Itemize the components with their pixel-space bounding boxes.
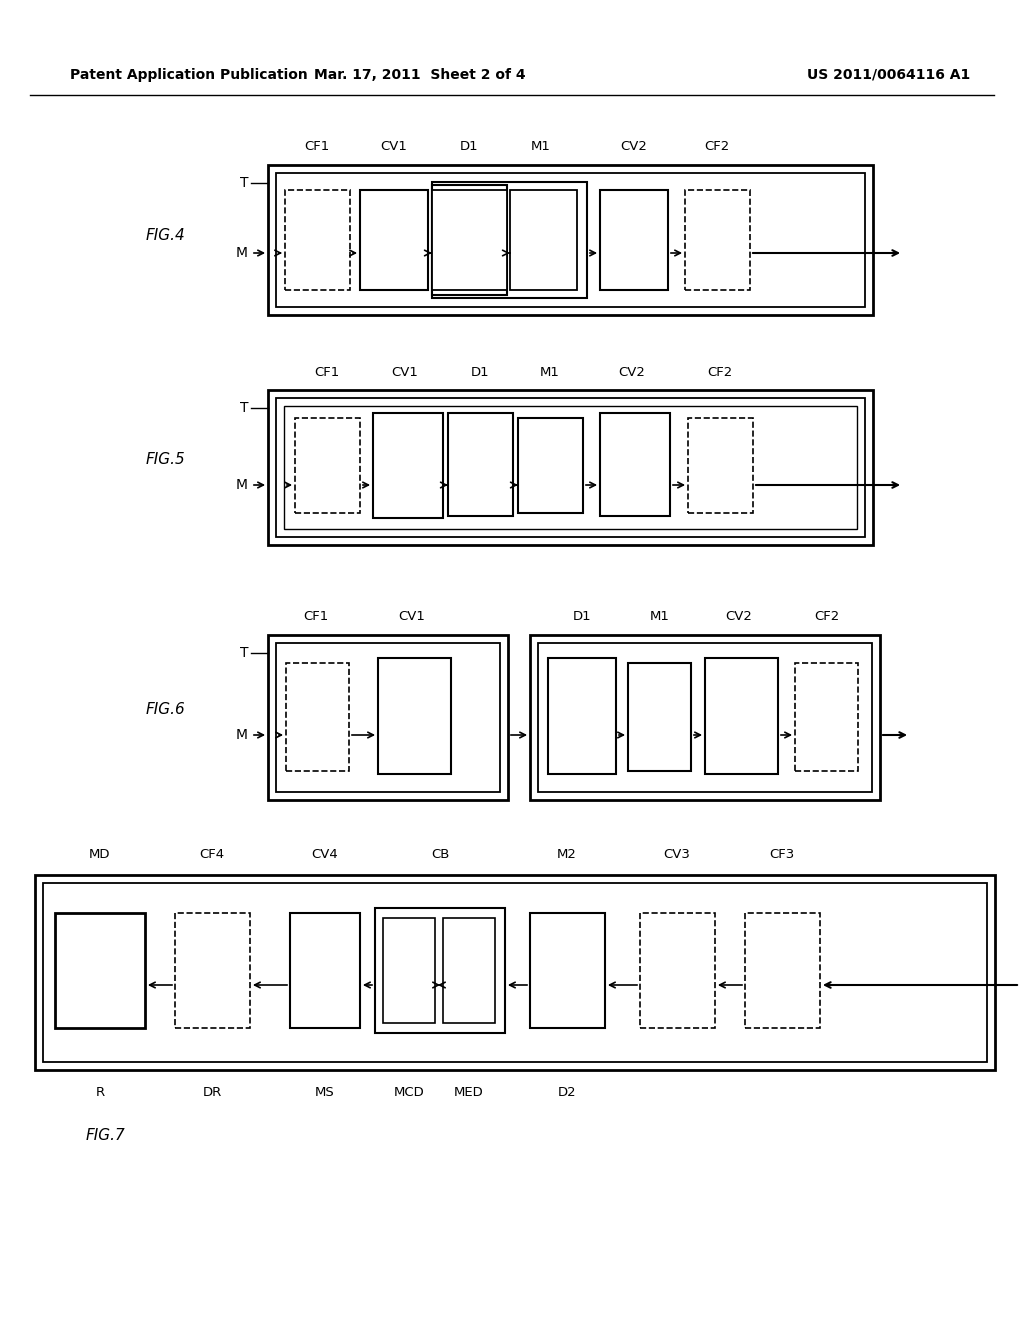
Bar (360, 190, 428, 290)
Text: M: M (236, 246, 248, 260)
Bar (518, 418, 583, 513)
Bar (705, 657, 778, 774)
Text: M1: M1 (650, 610, 670, 623)
Text: MED: MED (454, 1085, 484, 1098)
Text: CF1: CF1 (314, 366, 340, 379)
Text: D1: D1 (572, 610, 591, 623)
Text: CV2: CV2 (618, 366, 645, 379)
Bar (685, 190, 750, 290)
Text: CF2: CF2 (814, 610, 840, 623)
Bar (373, 413, 443, 517)
Text: Mar. 17, 2011  Sheet 2 of 4: Mar. 17, 2011 Sheet 2 of 4 (314, 69, 525, 82)
Bar (285, 190, 350, 290)
Bar (378, 657, 451, 774)
Bar (43, 883, 987, 1063)
Bar (795, 663, 858, 771)
Text: M2: M2 (557, 849, 577, 862)
Text: M: M (236, 729, 248, 742)
Bar (295, 418, 360, 513)
Bar (538, 643, 872, 792)
Text: FIG.7: FIG.7 (85, 1127, 125, 1143)
Text: FIG.6: FIG.6 (145, 702, 185, 718)
Bar (276, 399, 865, 537)
Text: CV2: CV2 (726, 610, 753, 623)
Bar (286, 663, 349, 771)
Bar (35, 875, 995, 1071)
Text: M1: M1 (540, 366, 560, 379)
Text: CV2: CV2 (621, 140, 647, 153)
Bar (449, 413, 513, 516)
Bar (276, 173, 865, 308)
Bar (268, 635, 508, 800)
Text: T: T (240, 176, 248, 190)
Text: DR: DR (203, 1085, 221, 1098)
Bar (600, 413, 670, 516)
Text: MS: MS (315, 1085, 335, 1098)
Bar (530, 635, 880, 800)
Bar (375, 908, 505, 1034)
Text: CV1: CV1 (398, 610, 425, 623)
Text: D1: D1 (471, 366, 489, 379)
Bar (688, 418, 753, 513)
Bar (276, 643, 500, 792)
Bar (432, 185, 507, 294)
Bar (268, 165, 873, 315)
Bar (284, 407, 857, 529)
Bar (268, 389, 873, 545)
Bar (55, 913, 145, 1028)
Bar (548, 657, 616, 774)
Bar (745, 913, 820, 1028)
Bar (600, 190, 668, 290)
Text: T: T (240, 401, 248, 414)
Text: D2: D2 (558, 1085, 577, 1098)
Text: CB: CB (431, 849, 450, 862)
Text: CF1: CF1 (304, 140, 330, 153)
Bar (628, 663, 691, 771)
Text: FIG.4: FIG.4 (145, 227, 185, 243)
Text: CV4: CV4 (311, 849, 338, 862)
Bar (383, 917, 435, 1023)
Text: US 2011/0064116 A1: US 2011/0064116 A1 (807, 69, 970, 82)
Text: CF3: CF3 (769, 849, 795, 862)
Text: CF1: CF1 (303, 610, 329, 623)
Bar (530, 913, 605, 1028)
Text: CF2: CF2 (705, 140, 730, 153)
Text: T: T (240, 645, 248, 660)
Text: M: M (236, 478, 248, 492)
Bar (175, 913, 250, 1028)
Text: CF2: CF2 (708, 366, 732, 379)
Text: M1: M1 (531, 140, 551, 153)
Text: R: R (95, 1085, 104, 1098)
Text: CF4: CF4 (200, 849, 224, 862)
Bar (432, 182, 587, 298)
Text: MCD: MCD (393, 1085, 424, 1098)
Text: CV3: CV3 (664, 849, 690, 862)
Bar (443, 917, 495, 1023)
Bar (432, 190, 507, 290)
Text: CV1: CV1 (381, 140, 408, 153)
Bar (510, 190, 577, 290)
Text: CV1: CV1 (391, 366, 419, 379)
Text: MD: MD (89, 849, 111, 862)
Bar (290, 913, 360, 1028)
Text: FIG.5: FIG.5 (145, 453, 185, 467)
Text: Patent Application Publication: Patent Application Publication (70, 69, 308, 82)
Bar (640, 913, 715, 1028)
Text: D1: D1 (460, 140, 478, 153)
